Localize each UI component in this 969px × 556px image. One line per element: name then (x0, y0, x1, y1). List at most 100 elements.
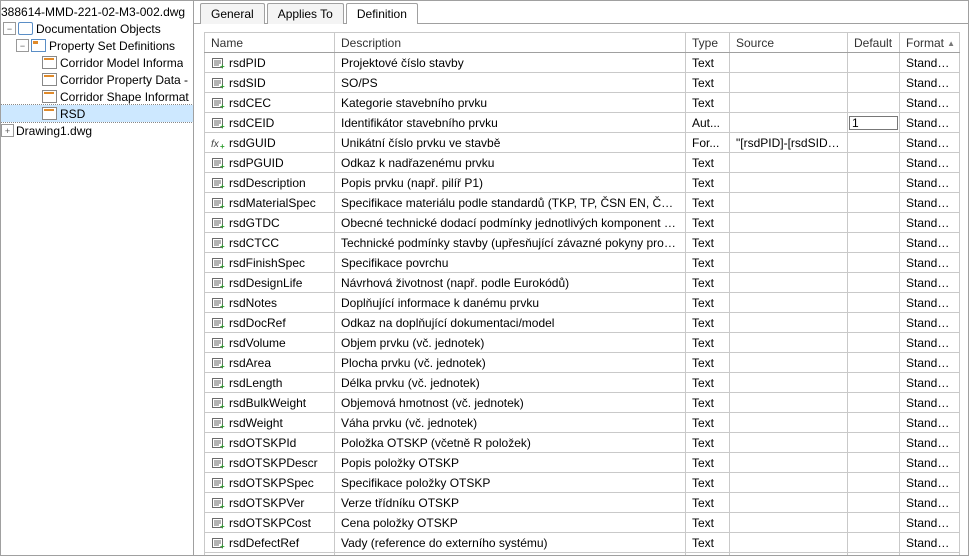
cell-format[interactable]: Standard (900, 173, 960, 193)
cell-type[interactable]: Text (686, 493, 730, 513)
column-header-default[interactable]: Default (848, 33, 900, 53)
table-row[interactable]: rsdOTSKPSpecSpecifikace položky OTSKPTex… (205, 473, 960, 493)
cell-format[interactable]: Standard (900, 193, 960, 213)
cell-source[interactable] (730, 533, 848, 553)
cell-default[interactable] (848, 433, 900, 453)
cell-description[interactable]: Neshody (reference do externího systému) (335, 553, 686, 556)
cell-name[interactable]: rsdLength (205, 373, 335, 393)
cell-format[interactable]: Standard (900, 433, 960, 453)
cell-description[interactable]: Návrhová životnost (např. podle Eurokódů… (335, 273, 686, 293)
cell-format[interactable]: Standard (900, 293, 960, 313)
tab-applies-to[interactable]: Applies To (267, 3, 344, 24)
cell-format[interactable]: Standard (900, 333, 960, 353)
cell-default[interactable] (848, 273, 900, 293)
cell-type[interactable]: Text (686, 433, 730, 453)
collapse-icon[interactable]: − (3, 22, 16, 35)
cell-type[interactable]: Text (686, 473, 730, 493)
cell-source[interactable] (730, 373, 848, 393)
cell-type[interactable]: Text (686, 153, 730, 173)
cell-format[interactable]: Standard (900, 113, 960, 133)
cell-format[interactable]: Standard (900, 133, 960, 153)
table-row[interactable]: rsdCEIDIdentifikátor stavebního prvkuAut… (205, 113, 960, 133)
cell-type[interactable]: Text (686, 213, 730, 233)
table-row[interactable]: rsdGUIDUnikátní číslo prvku ve stavběFor… (205, 133, 960, 153)
table-row[interactable]: rsdFinishSpecSpecifikace povrchuTextStan… (205, 253, 960, 273)
cell-name[interactable]: rsdFinishSpec (205, 253, 335, 273)
tree-node-drawing1[interactable]: + Drawing1.dwg (1, 122, 193, 139)
cell-default[interactable] (848, 53, 900, 73)
cell-source[interactable] (730, 293, 848, 313)
cell-description[interactable]: SO/PS (335, 73, 686, 93)
cell-description[interactable]: Odkaz na doplňující dokumentaci/model (335, 313, 686, 333)
tree-node-drawing-root[interactable]: 388614-MMD-221-02-M3-002.dwg (1, 3, 193, 20)
table-row[interactable]: rsdDescriptionPopis prvku (např. pilíř P… (205, 173, 960, 193)
table-row[interactable]: rsdAreaPlocha prvku (vč. jednotek)TextSt… (205, 353, 960, 373)
cell-description[interactable]: Položka OTSKP (včetně R položek) (335, 433, 686, 453)
cell-format[interactable]: Standard (900, 53, 960, 73)
cell-name[interactable]: rsdOTSKPId (205, 433, 335, 453)
cell-name[interactable]: rsdSID (205, 73, 335, 93)
table-row[interactable]: rsdNonComplianceRefNeshody (reference do… (205, 553, 960, 556)
cell-name[interactable]: rsdArea (205, 353, 335, 373)
cell-default[interactable] (848, 213, 900, 233)
cell-default[interactable] (848, 173, 900, 193)
cell-name[interactable]: rsdDesignLife (205, 273, 335, 293)
cell-description[interactable]: Specifikace materiálu podle standardů (T… (335, 193, 686, 213)
cell-name[interactable]: rsdBulkWeight (205, 393, 335, 413)
cell-source[interactable] (730, 413, 848, 433)
cell-description[interactable]: Délka prvku (vč. jednotek) (335, 373, 686, 393)
cell-source[interactable] (730, 113, 848, 133)
cell-format[interactable]: Standard (900, 353, 960, 373)
cell-description[interactable]: Váha prvku (vč. jednotek) (335, 413, 686, 433)
cell-type[interactable]: Text (686, 453, 730, 473)
table-row[interactable]: rsdPGUIDOdkaz k nadřazenému prvkuTextSta… (205, 153, 960, 173)
cell-type[interactable]: Text (686, 173, 730, 193)
cell-description[interactable]: Obecné technické dodací podmínky jednotl… (335, 213, 686, 233)
cell-name[interactable]: rsdOTSKPCost (205, 513, 335, 533)
cell-default[interactable] (848, 193, 900, 213)
cell-format[interactable]: Standard (900, 473, 960, 493)
cell-name[interactable]: rsdGTDC (205, 213, 335, 233)
cell-name[interactable]: rsdPID (205, 53, 335, 73)
table-row[interactable]: rsdOTSKPIdPoložka OTSKP (včetně R polože… (205, 433, 960, 453)
cell-type[interactable]: Aut... (686, 113, 730, 133)
tree-node-psd-item[interactable]: RSD (1, 105, 193, 122)
cell-format[interactable]: Standard (900, 553, 960, 556)
cell-type[interactable]: Text (686, 553, 730, 556)
table-row[interactable]: rsdCECKategorie stavebního prvkuTextStan… (205, 93, 960, 113)
cell-description[interactable]: Specifikace položky OTSKP (335, 473, 686, 493)
cell-source[interactable] (730, 513, 848, 533)
cell-format[interactable]: Standard (900, 373, 960, 393)
cell-source[interactable]: "[rsdPID]-[rsdSID]-[... (730, 133, 848, 153)
cell-format[interactable]: Standard (900, 493, 960, 513)
tab-definition[interactable]: Definition (346, 3, 418, 24)
tree-node-doc-objects[interactable]: − Documentation Objects (1, 20, 193, 37)
cell-description[interactable]: Verze třídníku OTSKP (335, 493, 686, 513)
cell-name[interactable]: rsdPGUID (205, 153, 335, 173)
cell-source[interactable] (730, 193, 848, 213)
table-row[interactable]: rsdPIDProjektové číslo stavbyTextStandar… (205, 53, 960, 73)
cell-name[interactable]: rsdWeight (205, 413, 335, 433)
cell-source[interactable] (730, 493, 848, 513)
cell-default[interactable] (848, 233, 900, 253)
cell-type[interactable]: Text (686, 513, 730, 533)
cell-format[interactable]: Standard (900, 533, 960, 553)
cell-name[interactable]: rsdOTSKPVer (205, 493, 335, 513)
table-row[interactable]: rsdOTSKPDescrPopis položky OTSKPTextStan… (205, 453, 960, 473)
cell-format[interactable]: Standard (900, 273, 960, 293)
table-row[interactable]: rsdGTDCObecné technické dodací podmínky … (205, 213, 960, 233)
cell-description[interactable]: Cena položky OTSKP (335, 513, 686, 533)
cell-format[interactable]: Standard (900, 153, 960, 173)
cell-source[interactable] (730, 253, 848, 273)
cell-name[interactable]: rsdMaterialSpec (205, 193, 335, 213)
table-row[interactable]: rsdCTCCTechnické podmínky stavby (upřesň… (205, 233, 960, 253)
expand-icon[interactable]: + (1, 124, 14, 137)
cell-description[interactable]: Objem prvku (vč. jednotek) (335, 333, 686, 353)
table-row[interactable]: rsdWeightVáha prvku (vč. jednotek)TextSt… (205, 413, 960, 433)
column-header-source[interactable]: Source (730, 33, 848, 53)
cell-type[interactable]: Text (686, 373, 730, 393)
cell-description[interactable]: Plocha prvku (vč. jednotek) (335, 353, 686, 373)
cell-default[interactable] (848, 113, 900, 133)
cell-source[interactable] (730, 53, 848, 73)
tree-node-psd-item[interactable]: Corridor Model Informa (1, 54, 193, 71)
